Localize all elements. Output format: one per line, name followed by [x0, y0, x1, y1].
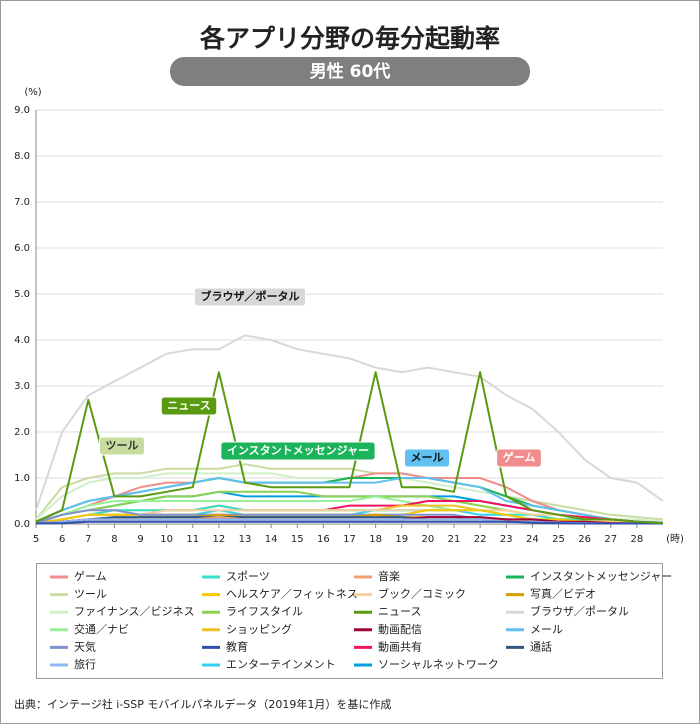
- x-tick-label: 15: [291, 534, 304, 545]
- y-tick-label: 6.0: [14, 243, 30, 254]
- series-line: [35, 463, 664, 521]
- y-axis-label: (%): [24, 87, 41, 98]
- annotation: ニュース: [167, 399, 210, 412]
- annotation-box: [194, 287, 306, 307]
- legend-label: ライフスタイル: [226, 605, 303, 618]
- annotation: ツール: [106, 439, 139, 452]
- legend-label: ニュース: [378, 605, 421, 618]
- x-tick-label: 7: [85, 534, 91, 545]
- legend-label: ブック／コミック: [378, 587, 466, 601]
- chart-title: 各アプリ分野の毎分起動率: [199, 24, 500, 53]
- x-tick-label: 8: [111, 534, 117, 545]
- legend-label: メール: [530, 623, 563, 636]
- legend-label: 旅行: [74, 657, 96, 671]
- x-tick-label: 23: [500, 534, 513, 545]
- annotation-box: [496, 448, 542, 468]
- x-tick-label: 22: [474, 534, 487, 545]
- y-tick-label: 2.0: [14, 427, 30, 438]
- x-tick-label: 28: [631, 534, 644, 545]
- legend-label: 交通／ナビ: [74, 622, 129, 636]
- x-axis-label: (時): [666, 533, 684, 545]
- y-tick-label: 8.0: [14, 151, 30, 162]
- x-tick-label: 11: [186, 534, 199, 545]
- x-tick-label: 14: [265, 534, 278, 545]
- legend-label: 通話: [530, 639, 552, 653]
- x-tick-label: 24: [526, 534, 539, 545]
- legend-label: ショッピング: [226, 622, 292, 636]
- x-tick-label: 27: [604, 534, 617, 545]
- legend: [36, 563, 663, 679]
- x-tick-label: 16: [317, 534, 330, 545]
- x-tick-label: 6: [59, 534, 65, 545]
- y-tick-label: 1.0: [14, 473, 30, 484]
- series-line: [35, 477, 664, 524]
- legend-label: ファイナンス／ビジネス: [74, 605, 195, 618]
- x-tick-label: 17: [343, 534, 356, 545]
- legend-label: 動画配信: [378, 622, 422, 636]
- legend-label: ヘルスケア／フィットネス: [226, 588, 358, 601]
- legend-label: インスタントメッセンジャー: [530, 570, 672, 583]
- x-tick-label: 20: [422, 534, 435, 545]
- x-tick-label: 18: [369, 534, 382, 545]
- x-tick-label: 9: [137, 534, 143, 545]
- series-line: [35, 520, 663, 525]
- legend-label: 写真／ビデオ: [530, 587, 596, 601]
- series-line: [35, 334, 664, 511]
- x-tick-label: 26: [578, 534, 591, 545]
- x-tick-label: 12: [213, 534, 226, 545]
- series-line: [35, 371, 664, 525]
- annotation: メール: [411, 451, 444, 464]
- subtitle-pill: [170, 57, 530, 86]
- legend-label: 音楽: [378, 569, 400, 583]
- source: 出典：インテージ社 i-SSP モバイルパネルデータ（2019年1月）を基に作成: [14, 697, 391, 711]
- annotation-box: [404, 448, 450, 468]
- legend-label: ブラウザ／ポータル: [530, 604, 629, 618]
- subtitle: 男性 60代: [310, 61, 391, 82]
- y-tick-label: 4.0: [14, 335, 30, 346]
- x-tick-label: 13: [239, 534, 252, 545]
- y-tick-label: 5.0: [14, 289, 30, 300]
- x-tick-label: 21: [448, 534, 461, 545]
- x-tick-label: 10: [160, 534, 173, 545]
- annotation: ゲーム: [503, 450, 536, 464]
- y-tick-label: 7.0: [14, 197, 30, 208]
- legend-label: スポーツ: [226, 570, 270, 583]
- annotation: ブラウザ／ポータル: [201, 289, 300, 303]
- annotation-box: [220, 441, 376, 461]
- legend-label: 動画共有: [378, 639, 422, 653]
- legend-label: 教育: [226, 639, 248, 653]
- y-tick-label: 0.0: [14, 519, 30, 530]
- legend-label: ソーシャルネットワーク: [378, 658, 499, 671]
- legend-label: 天気: [74, 639, 96, 653]
- x-tick-label: 19: [395, 534, 408, 545]
- legend-label: ゲーム: [74, 570, 107, 583]
- y-tick-label: 3.0: [14, 381, 30, 392]
- annotation-box: [99, 436, 145, 456]
- annotation: インスタントメッセンジャー: [227, 444, 369, 457]
- annotation-box: [160, 396, 218, 416]
- x-tick-label: 25: [552, 534, 565, 545]
- legend-label: エンターテインメント: [226, 658, 336, 671]
- y-tick-label: 9.0: [14, 105, 30, 116]
- legend-label: ツール: [74, 588, 107, 601]
- x-tick-label: 5: [33, 534, 39, 545]
